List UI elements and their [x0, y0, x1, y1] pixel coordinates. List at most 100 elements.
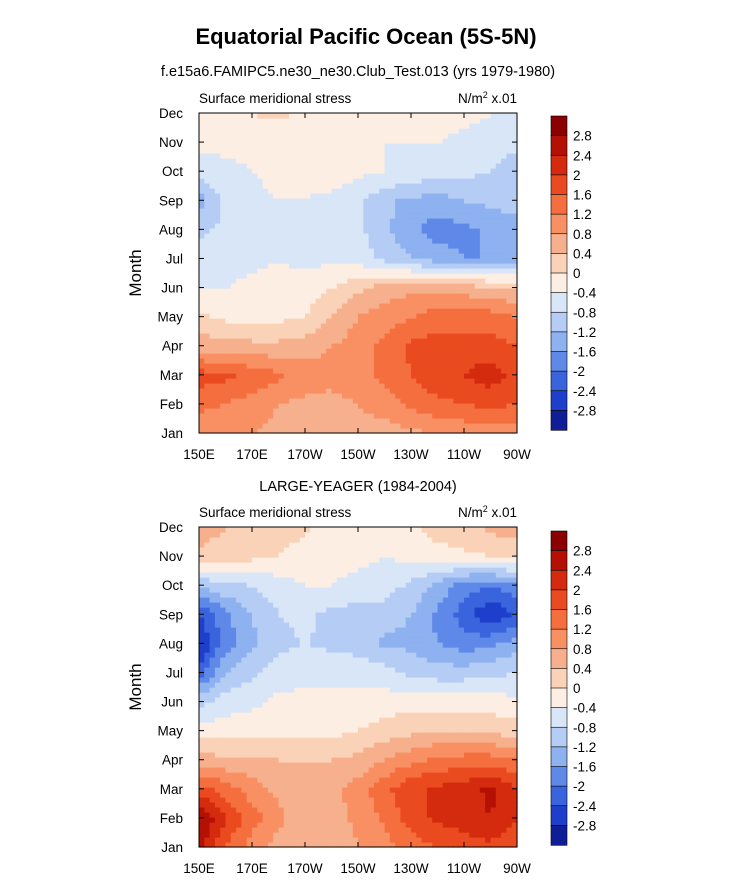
heatmap-cell [214, 772, 221, 778]
heatmap-cell [368, 218, 375, 224]
heatmap-cell [479, 178, 486, 184]
heatmap-cell [199, 223, 205, 229]
heatmap-cell [363, 163, 370, 169]
heatmap-cell [320, 398, 327, 404]
heatmap-cell [209, 273, 216, 279]
heatmap-cell [204, 308, 211, 314]
heatmap-cell [506, 413, 513, 419]
heatmap-cell [506, 787, 513, 793]
heatmap-cell [384, 163, 391, 169]
heatmap-cell [326, 138, 333, 144]
heatmap-cell [474, 233, 481, 239]
heatmap-cell [373, 203, 380, 209]
heatmap-cell [262, 313, 269, 319]
heatmap-cell [257, 153, 264, 159]
heatmap-cell [236, 368, 242, 374]
heatmap-cell [405, 283, 412, 289]
heatmap-cell [474, 208, 481, 214]
heatmap-cell [230, 298, 237, 304]
heatmap-cell [252, 358, 258, 364]
heatmap-cell [421, 333, 428, 339]
heatmap-cell [474, 113, 481, 119]
heatmap-cell [320, 353, 327, 359]
heatmap-cell [252, 817, 258, 823]
heatmap-cell [379, 123, 386, 129]
heatmap-cell [289, 403, 295, 409]
heatmap-cell [299, 328, 306, 334]
heatmap-cell [273, 263, 280, 269]
heatmap-cell [501, 807, 507, 813]
heatmap-cell [331, 368, 338, 374]
heatmap-cell [320, 173, 327, 179]
heatmap-cell [236, 268, 242, 274]
heatmap-cell [379, 268, 386, 274]
heatmap-cell [347, 348, 354, 354]
heatmap-cell [458, 343, 465, 349]
heatmap-cell [411, 128, 417, 134]
heatmap-cell [448, 143, 454, 149]
heatmap-cell [437, 128, 444, 134]
heatmap-cell [474, 153, 481, 159]
heatmap-cell [257, 208, 264, 214]
heatmap-cell [204, 373, 211, 379]
heatmap-cell [347, 153, 354, 159]
heatmap-cell [453, 233, 460, 239]
heatmap-cell [342, 223, 348, 229]
heatmap-cell [262, 787, 269, 793]
heatmap-cell [490, 168, 497, 174]
heatmap-cell [442, 258, 449, 264]
heatmap-cell [485, 248, 492, 254]
heatmap-cell [405, 787, 412, 793]
heatmap-cell [379, 398, 386, 404]
heatmap-cell [485, 772, 492, 778]
heatmap-cell [315, 802, 322, 808]
heatmap-cell [395, 363, 401, 369]
heatmap-cell [225, 368, 232, 374]
heatmap-cell [400, 807, 407, 813]
heatmap-cell [320, 343, 327, 349]
heatmap-cell [405, 278, 412, 284]
heatmap-cell [257, 378, 264, 384]
heatmap-cell [236, 223, 242, 229]
heatmap-cell [236, 802, 242, 808]
heatmap-cell [490, 787, 497, 793]
heatmap-cell [416, 777, 423, 783]
heatmap-cell [373, 817, 380, 823]
heatmap-cell [506, 782, 513, 788]
heatmap-cell [395, 223, 401, 229]
heatmap-cell [485, 263, 492, 269]
heatmap-cell [305, 278, 311, 284]
heatmap-cell [273, 343, 280, 349]
heatmap-cell [389, 263, 396, 269]
heatmap-cell [252, 318, 258, 324]
heatmap-cell [326, 123, 333, 129]
heatmap-cell [331, 233, 338, 239]
heatmap-cell [320, 158, 327, 164]
heatmap-cell [315, 198, 322, 204]
heatmap-cell [320, 837, 327, 843]
heatmap-cell [214, 188, 221, 194]
heatmap-cell [501, 333, 507, 339]
heatmap-cell [442, 228, 449, 234]
heatmap-cell [358, 787, 364, 793]
heatmap-cell [458, 128, 465, 134]
heatmap-cell [421, 168, 428, 174]
heatmap-cell [278, 153, 285, 159]
heatmap-cell [283, 178, 290, 184]
heatmap-cell [453, 138, 460, 144]
heatmap-cell [273, 303, 280, 309]
heatmap-cell [199, 188, 205, 194]
heatmap-cell [273, 243, 280, 249]
heatmap-cell [278, 278, 285, 284]
heatmap-cell [506, 358, 513, 364]
heatmap-cell [458, 313, 465, 319]
heatmap-cell [384, 228, 391, 234]
heatmap-cell [363, 822, 370, 828]
heatmap-cell [225, 388, 232, 394]
heatmap-cell [283, 268, 290, 274]
heatmap-cell [342, 113, 348, 119]
heatmap-cell [352, 333, 359, 339]
heatmap-cell [437, 133, 444, 139]
heatmap-cell [373, 787, 380, 793]
heatmap-cell [225, 827, 232, 833]
